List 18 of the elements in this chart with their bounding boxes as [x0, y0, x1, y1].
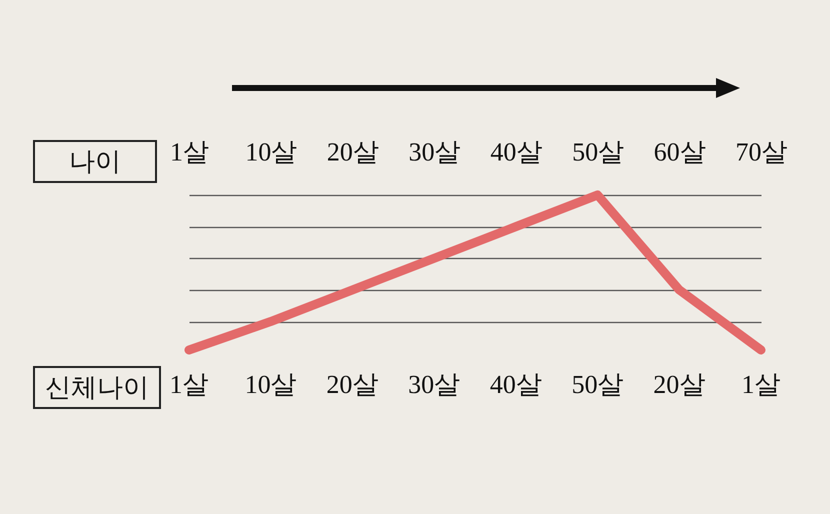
data-label: 1살 — [742, 370, 780, 399]
x-tick-label: 1살 — [170, 138, 209, 166]
x-axis-title: 나이 — [33, 140, 157, 183]
text: 신체나이 — [33, 366, 161, 409]
x-tick-label: 30살 — [408, 138, 461, 166]
x-tick-label: 50살 — [572, 138, 624, 166]
data-label: 30살 — [408, 370, 460, 399]
data-label: 20살 — [653, 370, 706, 399]
data-label: 1살 — [170, 370, 208, 399]
x-tick-label: 20살 — [326, 138, 379, 166]
data-label: 20살 — [326, 370, 378, 399]
x-tick-label: 10살 — [245, 138, 298, 166]
data-label: 50살 — [572, 370, 624, 399]
x-tick-label: 60살 — [654, 138, 706, 166]
data-label: 10살 — [244, 370, 297, 399]
data-label: 40살 — [490, 370, 542, 399]
x-tick-label: 40살 — [490, 138, 542, 166]
x-tick-label: 70살 — [736, 138, 788, 166]
